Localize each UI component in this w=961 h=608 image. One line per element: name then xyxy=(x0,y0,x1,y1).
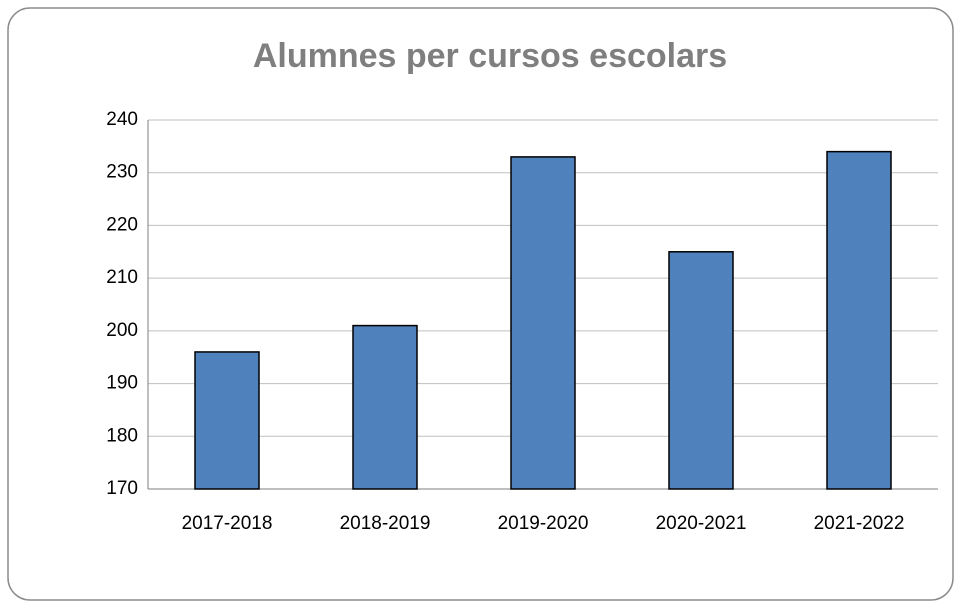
y-tick-label: 170 xyxy=(106,478,138,499)
y-tick-label: 220 xyxy=(106,214,138,235)
y-tick-label: 230 xyxy=(106,162,138,183)
y-tick-label: 200 xyxy=(106,320,138,341)
bar xyxy=(194,351,260,490)
bar xyxy=(826,150,892,490)
y-tick-label: 180 xyxy=(106,425,138,446)
bar xyxy=(352,324,418,490)
x-tick-label: 2017-2018 xyxy=(182,513,273,534)
x-tick-label: 2019-2020 xyxy=(498,513,589,534)
y-tick-label: 240 xyxy=(106,109,138,130)
chart-title: Alumnes per cursos escolars xyxy=(253,37,727,75)
bar xyxy=(510,156,576,490)
y-tick-label: 190 xyxy=(106,373,138,394)
x-tick-label: 2020-2021 xyxy=(656,513,747,534)
bar xyxy=(668,251,734,490)
x-tick-label: 2021-2022 xyxy=(814,513,905,534)
y-tick-label: 210 xyxy=(106,267,138,288)
x-tick-label: 2018-2019 xyxy=(340,513,431,534)
chart-frame xyxy=(7,7,954,601)
